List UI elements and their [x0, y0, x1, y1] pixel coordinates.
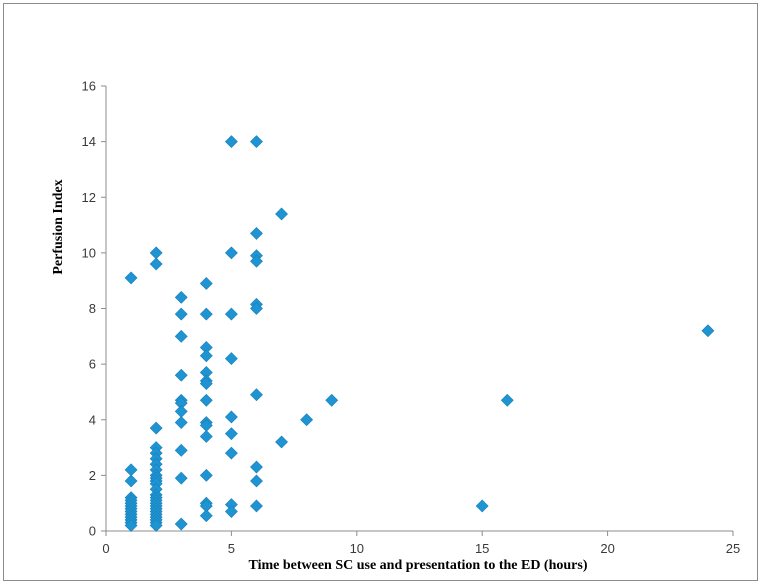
x-tick-label: 5: [228, 541, 235, 556]
data-point: [224, 246, 238, 260]
x-tick-label: 15: [475, 541, 489, 556]
data-point: [250, 254, 263, 268]
data-point: [224, 505, 238, 518]
data-point: [149, 246, 163, 260]
data-point: [199, 349, 213, 363]
y-tick-label: 16: [82, 79, 96, 94]
data-point: [124, 474, 138, 488]
x-tick-label: 10: [350, 541, 364, 556]
x-axis-title: Time between SC use and presentation to …: [249, 558, 588, 573]
data-point: [275, 435, 288, 449]
y-tick-label: 6: [89, 357, 96, 372]
data-point: [174, 290, 188, 304]
data-point: [701, 324, 715, 338]
x-tick-label: 25: [726, 541, 740, 556]
data-point: [174, 368, 188, 382]
y-ticks: 0 2 4 6 8 10 12 14 16: [82, 79, 106, 539]
y-tick-label: 14: [82, 134, 96, 149]
data-point: [250, 135, 263, 149]
y-tick-label: 2: [89, 468, 96, 483]
data-point: [199, 377, 213, 391]
data-point: [224, 135, 238, 149]
data-point: [124, 463, 138, 477]
y-tick-label: 0: [89, 524, 96, 539]
data-point: [250, 474, 263, 488]
data-point: [199, 307, 213, 321]
data-point: [199, 393, 213, 407]
data-point: [250, 388, 263, 402]
data-point: [174, 416, 188, 429]
data-point: [124, 519, 138, 532]
data-point: [250, 226, 263, 240]
data-point: [325, 393, 339, 407]
y-tick-label: 10: [82, 245, 96, 260]
data-point: [500, 393, 514, 407]
data-point: [149, 421, 163, 435]
data-point: [224, 446, 238, 460]
y-tick-label: 12: [82, 190, 96, 205]
data-point: [224, 307, 238, 321]
data-point: [199, 509, 213, 523]
y-tick-label: 8: [89, 301, 96, 316]
y-tick-label: 4: [89, 412, 96, 427]
data-points: [124, 135, 715, 532]
data-point: [149, 257, 163, 271]
data-point: [174, 404, 188, 418]
data-point: [250, 460, 263, 474]
data-point: [174, 471, 188, 485]
x-tick-label: 0: [102, 541, 109, 556]
x-ticks: 0 5 10 15 20 25: [102, 531, 740, 556]
data-point: [275, 207, 288, 221]
data-point: [124, 271, 138, 285]
data-point: [174, 517, 188, 531]
data-point: [199, 277, 213, 290]
data-point: [174, 329, 188, 343]
data-point: [250, 302, 263, 315]
data-point: [199, 430, 213, 443]
data-point: [475, 499, 489, 513]
data-point: [174, 307, 188, 321]
data-point: [300, 413, 314, 427]
data-point: [149, 519, 163, 532]
data-point: [250, 499, 263, 513]
data-point: [224, 352, 238, 365]
plot-area: 0 5 10 15 20 25 0 2 4 6 8 10 12 14 16: [82, 79, 741, 557]
y-axis-title: Perfusion Index: [51, 179, 66, 274]
data-point: [224, 427, 238, 441]
data-point: [224, 410, 238, 424]
x-tick-label: 20: [600, 541, 614, 556]
data-point: [174, 443, 188, 457]
data-point: [199, 468, 213, 482]
